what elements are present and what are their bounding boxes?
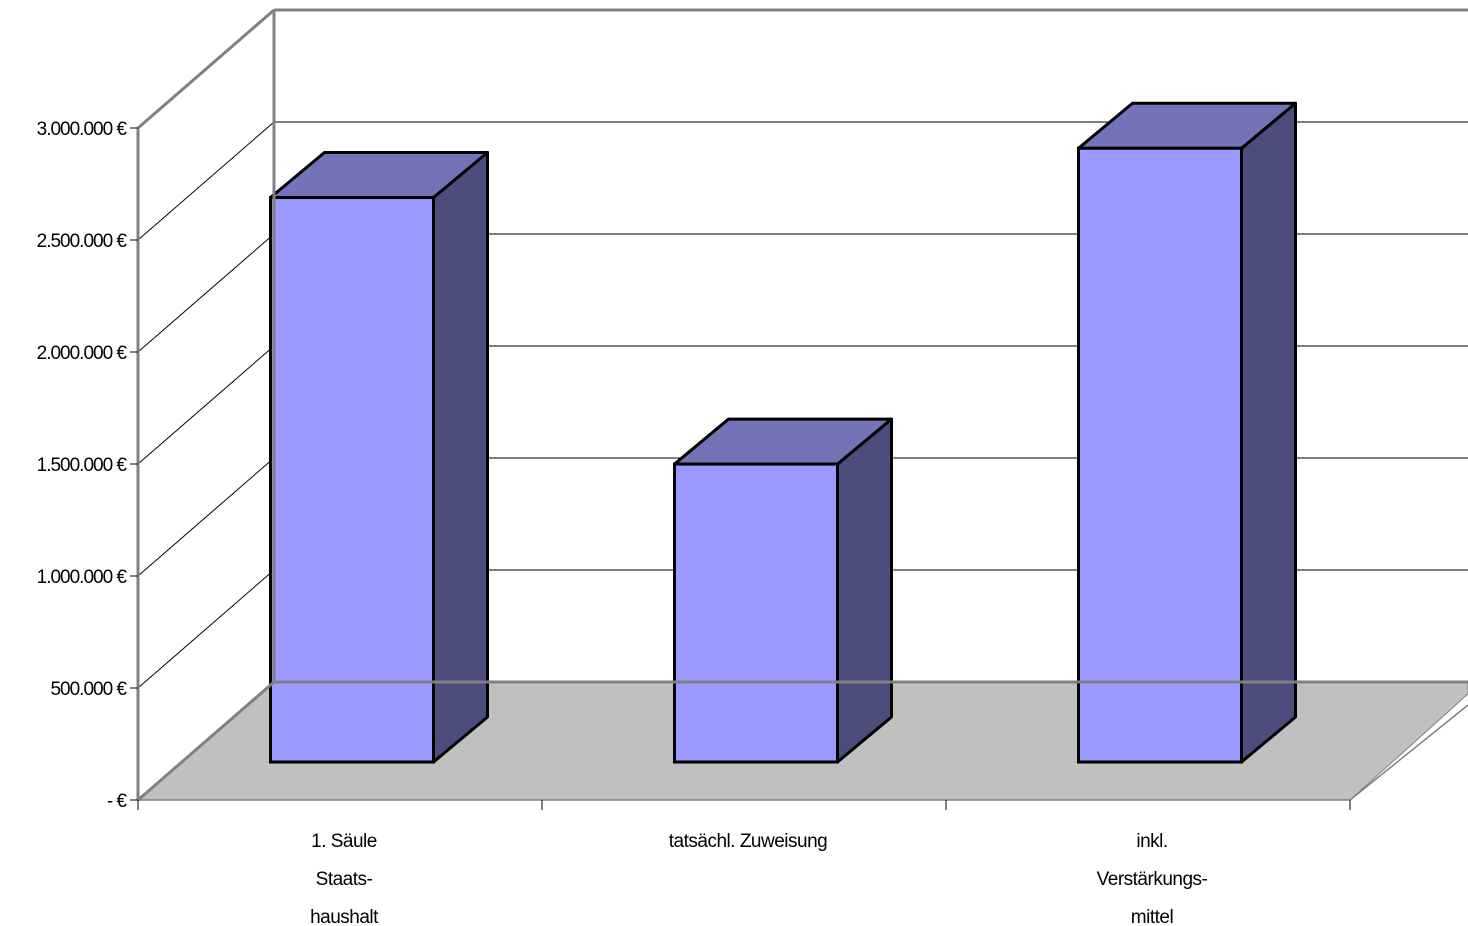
gridline-side — [137, 233, 275, 353]
x-category-label-2: tatsächl. Zuweisung — [669, 831, 827, 852]
y-tick-label: 500.000 € — [50, 679, 127, 700]
bar-side-2 — [836, 417, 893, 764]
bar-front-1 — [269, 196, 435, 764]
bar-1 — [269, 151, 489, 764]
bar-front-2 — [673, 462, 839, 764]
x-category-label-line: haushalt — [310, 907, 379, 926]
bar-side-3 — [1240, 101, 1297, 764]
x-category-label-line: 1. Säule — [311, 831, 377, 852]
x-category-label-line: mittel — [1131, 907, 1173, 926]
bars — [269, 101, 1297, 764]
bar-front-3 — [1077, 146, 1243, 764]
frame-top-diagonal — [137, 8, 275, 130]
y-axis-tick-labels: - € 500.000 € 1.000.000 € 1.500.000 € 2.000.… — [37, 119, 129, 812]
x-category-label-line: Staats- — [316, 869, 373, 890]
gridline-side — [137, 569, 275, 689]
bar-side-1 — [432, 151, 489, 764]
axes — [130, 8, 1468, 810]
frame-floor-left — [137, 680, 275, 802]
x-category-label-1: 1. Säule Staats-haushalt — [310, 831, 379, 926]
y-tick-label: - € — [107, 791, 128, 812]
floor-edge — [1349, 704, 1468, 801]
x-axis-category-labels: 1. Säule Staats-haushalt tatsächl. Zuweisu… — [310, 831, 1208, 926]
gridline-side — [137, 345, 275, 465]
x-category-label-line: tatsächl. Zuweisung — [669, 831, 827, 852]
bar-2 — [673, 417, 893, 764]
bar-3 — [1077, 101, 1297, 764]
x-category-label-line: Verstärkungs- — [1097, 869, 1208, 890]
gridline-side — [137, 121, 275, 241]
y-tick-label: 1.000.000 € — [37, 567, 128, 588]
x-category-label-3: inkl. Verstärkungs-mittel — [1097, 831, 1208, 926]
y-tick-label: 2.500.000 € — [37, 231, 128, 252]
y-tick-label: 3.000.000 € — [37, 119, 128, 140]
x-category-label-line: inkl. — [1136, 831, 1167, 852]
y-tick-label: 2.000.000 € — [37, 343, 128, 364]
gridline-side — [137, 457, 275, 577]
y-tick-label: 1.500.000 € — [37, 455, 128, 476]
